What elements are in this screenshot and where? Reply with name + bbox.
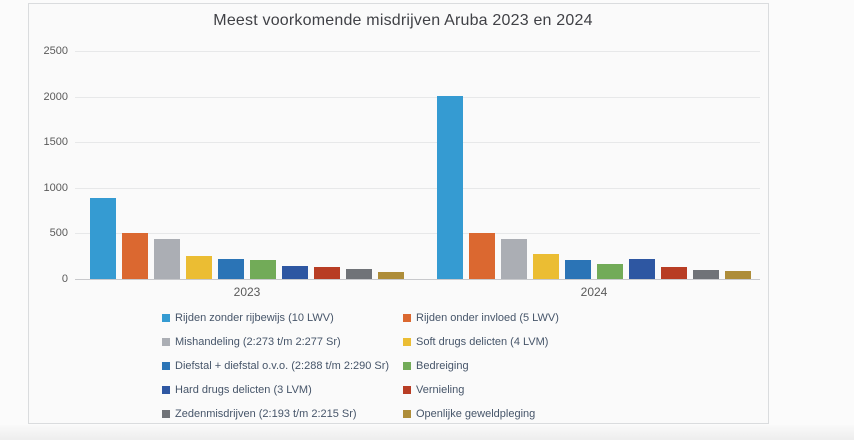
legend-row-3: Diefstal + diefstal o.v.o. (2:288 t/m 2:… <box>0 356 854 380</box>
gridline-1000 <box>75 187 760 189</box>
legend-item-series6: Bedreiging <box>403 360 469 372</box>
bar-2024-series7 <box>629 258 655 279</box>
legend-item-series2: Rijden onder invloed (5 LWV) <box>403 312 559 324</box>
legend-label: Rijden zonder rijbewijs (10 LWV) <box>175 312 334 324</box>
scan-bottom-shade <box>0 425 854 440</box>
legend-label: Mishandeling (2:273 t/m 2:277 Sr) <box>175 336 341 348</box>
bar-2024-series2 <box>469 232 495 279</box>
legend-swatch-icon <box>403 362 411 370</box>
legend-swatch-icon <box>403 410 411 418</box>
bar-2023-series5 <box>218 258 244 279</box>
legend-label: Bedreiging <box>416 360 469 372</box>
legend-label: Hard drugs delicten (3 LVM) <box>175 384 312 396</box>
legend-item-series4: Soft drugs delicten (4 LVM) <box>403 336 548 348</box>
legend-item-series8: Vernieling <box>403 384 464 396</box>
bar-2024-series1 <box>437 95 463 279</box>
bar-2023-series3 <box>154 238 180 279</box>
bar-2024-series8 <box>661 267 687 279</box>
legend-label: Rijden onder invloed (5 LWV) <box>416 312 559 324</box>
legend-swatch-icon <box>162 362 170 370</box>
legend-item-series9: Zedenmisdrijven (2:193 t/m 2:215 Sr) <box>162 408 398 420</box>
bar-2024-series5 <box>565 259 591 279</box>
bar-2024-series10 <box>725 271 751 279</box>
legend-item-series3: Mishandeling (2:273 t/m 2:277 Sr) <box>162 336 398 348</box>
y-tick-label-1000: 1000 <box>43 181 68 194</box>
legend-item-series7: Hard drugs delicten (3 LVM) <box>162 384 398 396</box>
legend-swatch-icon <box>403 314 411 322</box>
legend-swatch-icon <box>162 410 170 418</box>
legend-label: Vernieling <box>416 384 465 396</box>
gridline-1500 <box>75 142 760 144</box>
chart-title: Meest voorkomende misdrijven Aruba 2023 … <box>213 12 593 29</box>
bar-2023-series6 <box>250 260 276 279</box>
gridline-2000 <box>75 96 760 98</box>
bar-2023-series9 <box>346 269 372 279</box>
x-category-label-2024: 2024 <box>580 285 608 299</box>
bar-2023-series8 <box>314 267 340 279</box>
gridline-500 <box>75 233 760 235</box>
y-tick-label-0: 0 <box>61 273 68 285</box>
y-tick-label-2500: 2500 <box>43 45 68 57</box>
legend-row-4: Hard drugs delicten (3 LVM) Vernieling <box>0 380 854 404</box>
gridline-0 <box>75 279 760 280</box>
gridline-2500 <box>75 51 760 52</box>
chart-area-border <box>28 3 769 424</box>
legend-swatch-icon <box>403 386 411 394</box>
bar-2024-series6 <box>597 264 623 279</box>
bar-2023-series1 <box>90 197 116 279</box>
plot-area <box>75 51 760 280</box>
bar-2024-series3 <box>501 239 527 279</box>
legend-swatch-icon <box>162 314 170 322</box>
legend-row-2: Mishandeling (2:273 t/m 2:277 Sr) Soft dr… <box>0 332 854 356</box>
legend-label: Zedenmisdrijven (2:193 t/m 2:215 Sr) <box>175 408 357 420</box>
bar-2023-series4 <box>186 255 212 279</box>
bar-2024-series9 <box>693 270 719 279</box>
legend-item-series5: Diefstal + diefstal o.v.o. (2:288 t/m 2:… <box>162 360 398 372</box>
bar-2023-series10 <box>378 271 404 279</box>
legend-swatch-icon <box>162 386 170 394</box>
bar-2024-series4 <box>533 253 559 279</box>
legend-label: Diefstal + diefstal o.v.o. (2:288 t/m 2:… <box>175 360 390 372</box>
legend-item-series1: Rijden zonder rijbewijs (10 LWV) <box>162 312 398 324</box>
y-tick-label-2000: 2000 <box>43 90 68 103</box>
y-tick-label-1500: 1500 <box>43 136 68 149</box>
legend-label: Soft drugs delicten (4 LVM) <box>416 336 549 348</box>
legend: Rijden zonder rijbewijs (10 LWV) Rijden o… <box>0 308 854 428</box>
legend-row-5: Zedenmisdrijven (2:193 t/m 2:215 Sr) Open… <box>0 404 854 428</box>
legend-label: Openlijke geweldpleging <box>416 408 536 420</box>
legend-swatch-icon <box>403 338 411 346</box>
y-tick-label-500: 500 <box>49 227 68 240</box>
legend-item-series10: Openlijke geweldpleging <box>403 408 535 420</box>
bar-2023-series7 <box>282 265 308 279</box>
x-category-label-2023: 2023 <box>233 285 261 299</box>
legend-row-1: Rijden zonder rijbewijs (10 LWV) Rijden o… <box>0 308 854 332</box>
legend-swatch-icon <box>162 338 170 346</box>
bar-2023-series2 <box>122 232 148 279</box>
